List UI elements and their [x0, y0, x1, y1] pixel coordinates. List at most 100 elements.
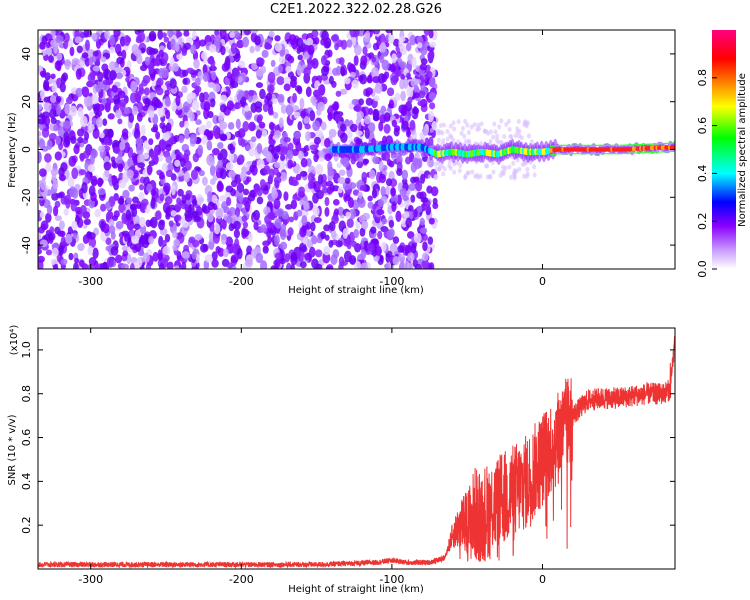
heatmap-cell	[165, 169, 173, 178]
heatmap-cell	[199, 92, 205, 103]
heatmap-cell	[363, 240, 369, 248]
heatmap-cell	[371, 56, 377, 63]
heatmap-cell	[170, 210, 177, 217]
heatmap-cell	[274, 218, 282, 229]
x-tick-label: -200	[229, 275, 254, 288]
heatmap-cell	[390, 75, 398, 86]
heatmap-cell	[203, 101, 211, 112]
heatmap-cell	[93, 106, 100, 115]
colorbar-tick-label: 0.6	[696, 117, 709, 135]
heatmap-cell	[103, 136, 110, 146]
heatmap-cell	[154, 60, 161, 67]
heatmap-cell	[100, 56, 107, 63]
heatmap-cell	[242, 36, 250, 48]
heatmap-cell	[121, 49, 127, 60]
heatmap-cell	[192, 198, 198, 206]
heatmap-cell	[181, 251, 190, 259]
heatmap-cell	[405, 217, 412, 228]
heatmap-cell	[442, 122, 447, 128]
heatmap-cell	[463, 118, 468, 124]
heatmap-cell	[312, 120, 321, 132]
heatmap-cell	[59, 230, 66, 238]
heatmap-cell	[344, 194, 351, 202]
heatmap-cell	[395, 51, 402, 59]
heatmap-cell	[254, 44, 261, 52]
heatmap-cell	[58, 191, 65, 198]
signal-band-edge	[550, 154, 554, 156]
heatmap-cell	[262, 245, 269, 254]
heatmap-cell	[60, 236, 66, 246]
chart-title: C2E1.2022.322.02.28.G26	[269, 2, 443, 17]
heatmap-cell	[427, 174, 432, 180]
signal-band-edge	[571, 153, 575, 155]
heatmap-cell	[368, 169, 376, 180]
heatmap-cell	[392, 236, 400, 244]
heatmap-cell	[136, 257, 143, 268]
heatmap-cell	[499, 139, 504, 145]
heatmap-cell	[403, 78, 409, 90]
heatmap-cell	[100, 203, 107, 212]
heatmap-cell	[357, 197, 366, 209]
heatmap-cell	[289, 79, 297, 89]
heatmap-cell	[244, 105, 250, 112]
heatmap-cell	[218, 115, 224, 124]
signal-band-edge	[634, 152, 638, 154]
heatmap-cell	[174, 203, 182, 211]
heatmap-cell	[277, 64, 283, 74]
heatmap-cell	[108, 128, 114, 139]
signal-band-edge	[592, 153, 596, 155]
heatmap-cell	[252, 209, 261, 221]
heatmap-cell	[162, 245, 171, 256]
heatmap-cell	[401, 120, 409, 131]
heatmap-cell	[405, 156, 412, 165]
signal-band-edge	[619, 144, 623, 146]
heatmap-cell	[386, 87, 395, 97]
heatmap-cell	[466, 130, 471, 136]
heatmap-cell	[52, 179, 59, 190]
heatmap-cell	[321, 30, 329, 42]
heatmap-cell	[426, 71, 433, 79]
heatmap-cell	[131, 152, 137, 164]
heatmap-cell	[406, 72, 411, 79]
signal-core	[671, 144, 675, 150]
heatmap-cell	[233, 220, 241, 231]
heatmap-cell	[115, 72, 123, 80]
heatmap-cell	[367, 122, 376, 133]
heatmap-cell	[330, 229, 337, 240]
heatmap-cell	[55, 35, 64, 44]
heatmap-cell	[220, 45, 226, 56]
heatmap-cell	[295, 141, 302, 152]
colorbar-ticks: 0.0 0.2 0.4 0.6 0.8	[696, 69, 717, 278]
signal-band-edge	[607, 144, 611, 146]
heatmap-cell	[201, 203, 207, 213]
heatmap-cell	[162, 132, 170, 141]
heatmap-cell	[410, 176, 417, 184]
heatmap-cell	[457, 168, 462, 174]
heatmap-cell	[299, 226, 307, 238]
heatmap-cell	[300, 157, 308, 168]
heatmap-cell	[288, 34, 297, 46]
heatmap-cell	[83, 218, 91, 226]
heatmap-cell	[228, 151, 235, 163]
heatmap-cell	[279, 49, 286, 57]
heatmap-cell	[256, 158, 265, 170]
heatmap-cell	[163, 182, 171, 194]
heatmap-cell	[408, 87, 414, 98]
heatmap-cell	[222, 248, 229, 258]
heatmap-cell	[391, 201, 397, 213]
heatmap-cell	[190, 169, 199, 180]
heatmap-cell	[121, 128, 129, 137]
heatmap-cell	[148, 138, 154, 146]
heatmap-cell	[473, 173, 478, 179]
heatmap-cell	[269, 168, 275, 180]
heatmap-cell	[273, 176, 282, 184]
heatmap-cell	[420, 173, 426, 184]
heatmap-cell	[38, 232, 42, 241]
heatmap-cell	[58, 220, 65, 230]
heatmap-cell	[479, 121, 484, 127]
heatmap-cell	[288, 216, 295, 223]
signal-band-edge	[574, 153, 578, 155]
heatmap-cell	[318, 150, 325, 158]
heatmap-cell	[529, 139, 534, 145]
heatmap-cell	[201, 135, 208, 145]
